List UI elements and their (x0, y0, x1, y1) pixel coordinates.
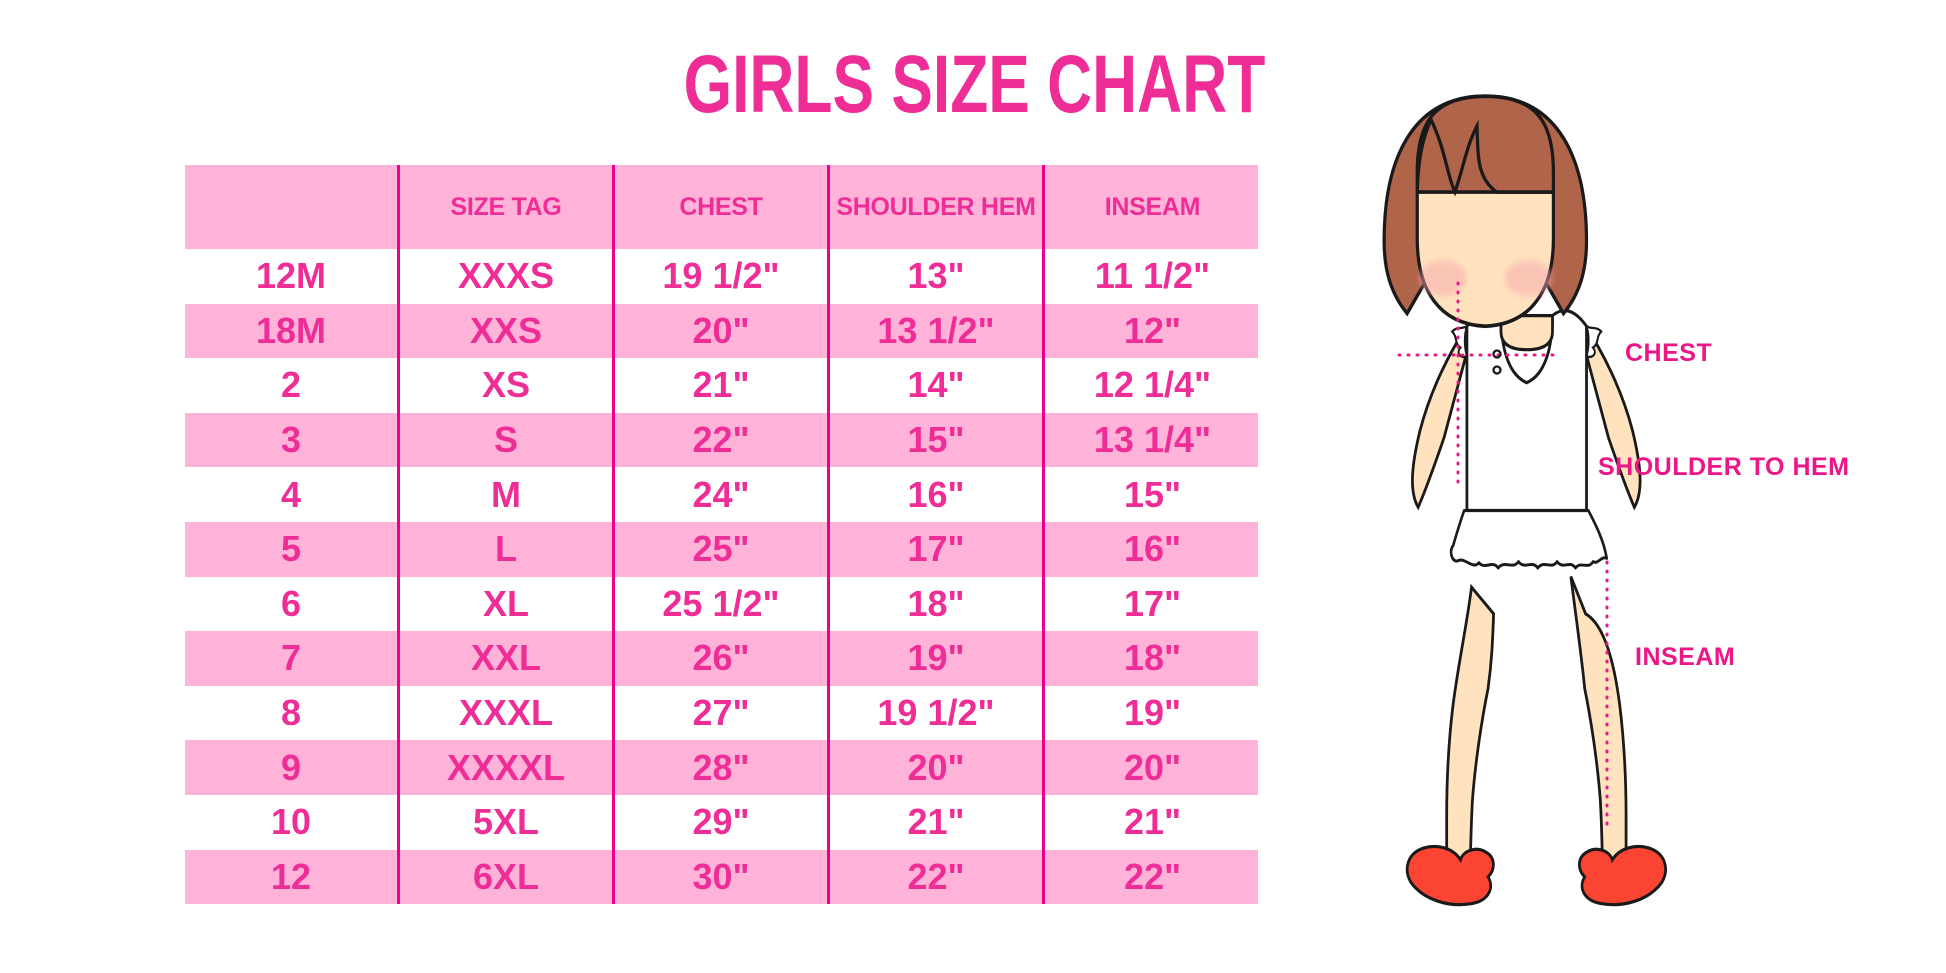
svg-text:CHEST: CHEST (1625, 339, 1712, 367)
svg-text:INSEAM: INSEAM (1635, 643, 1735, 671)
svg-text:SHOULDER TO HEM: SHOULDER TO HEM (1598, 453, 1850, 481)
